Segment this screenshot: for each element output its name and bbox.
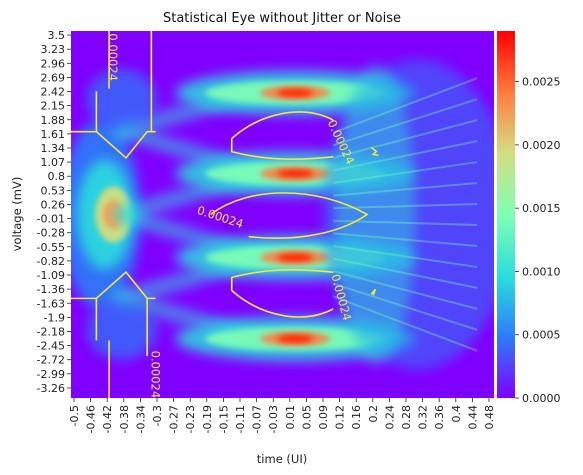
y-tick-label: -2.72	[37, 354, 65, 367]
chart-title: Statistical Eye without Jitter or Noise	[163, 11, 401, 26]
contour-center-eye	[210, 192, 369, 239]
x-tick-label: -0.3	[151, 405, 164, 426]
density-fan-line	[333, 161, 478, 185]
density-region	[277, 253, 314, 262]
density-fan-line	[333, 219, 478, 226]
colorbar-tick-label: 0.0015	[522, 202, 561, 215]
y-axis: 3.53.232.962.692.422.151.881.611.341.070…	[37, 29, 71, 395]
x-tick-label: -0.5	[68, 405, 81, 426]
y-tick-label: 0.8	[48, 170, 66, 183]
y-tick-label: 2.42	[41, 86, 66, 99]
x-tick-label: -0.15	[217, 405, 230, 433]
contour-small-islands	[370, 146, 379, 296]
colorbar-gradient	[497, 31, 515, 398]
y-tick-label: -0.82	[37, 255, 65, 268]
density-fan-line	[333, 257, 478, 289]
density-region	[86, 69, 157, 130]
y-tick-label: -2.99	[37, 368, 65, 381]
x-tick-label: 0.16	[350, 405, 363, 430]
y-tick-label: -1.63	[37, 297, 65, 310]
x-axis: -0.5 -0.46 -0.42 -0.38 -0.34 -0.3 -0.27 -0.23 -0…	[68, 398, 496, 433]
x-tick-label: 0.2	[367, 405, 380, 423]
x-tick-label: -0.07	[251, 405, 264, 433]
colorbar-tick-label: 0.0020	[522, 139, 561, 152]
y-tick-label: -3.26	[37, 382, 65, 395]
x-tick-label: 0.05	[300, 405, 313, 430]
colorbar-ticks: 0.0000 0.0005 0.0010 0.0015 0.0020 0.0025	[515, 76, 561, 405]
y-tick-label: 1.88	[41, 114, 66, 127]
y-tick-label: -1.36	[37, 283, 65, 296]
y-tick-label: 2.69	[41, 71, 66, 84]
contour-upper-left	[71, 31, 156, 160]
y-tick-label: -2.18	[37, 325, 65, 338]
x-tick-label: -0.27	[168, 405, 181, 433]
y-tick-label: 3.5	[48, 29, 66, 42]
density-fan-line	[333, 270, 478, 310]
density-fan-line	[333, 244, 478, 268]
x-tick-label: 0.44	[466, 405, 479, 430]
density-region	[335, 64, 416, 365]
y-tick-label: 2.96	[41, 57, 66, 70]
density-fan-line	[333, 203, 478, 210]
density-fan-line	[332, 98, 478, 147]
density-fan-line	[332, 295, 478, 352]
x-tick-label: -0.11	[234, 405, 247, 433]
x-tick-label: -0.19	[201, 405, 214, 433]
colorbar-tick-label: 0.0000	[522, 392, 561, 405]
density-fan-line	[333, 119, 478, 159]
contour-label: 0.00024	[106, 33, 120, 81]
density-region	[277, 169, 314, 178]
x-tick-label: -0.03	[267, 405, 280, 433]
x-tick-label: 0.01	[284, 405, 297, 430]
x-tick-label: 0.48	[483, 405, 496, 430]
colorbar: 0.0000 0.0005 0.0010 0.0015 0.0020 0.0025	[497, 31, 561, 405]
density-region	[277, 88, 314, 97]
x-tick-label: -0.38	[118, 405, 131, 433]
x-tick-label: -0.23	[184, 405, 197, 433]
y-tick-label: 2.15	[41, 100, 66, 113]
y-tick-label: -0.55	[37, 241, 65, 254]
density-fan-line	[332, 282, 478, 331]
contour-lower-left	[71, 271, 156, 398]
y-tick-label: 1.34	[41, 142, 66, 155]
x-tick-label: -0.34	[134, 405, 147, 433]
density-region	[86, 299, 157, 360]
x-tick-label: -0.46	[85, 405, 98, 433]
x-tick-label: 0.32	[417, 405, 430, 430]
density-fan-line	[333, 232, 478, 247]
x-tick-label: -0.42	[101, 405, 114, 433]
colorbar-tick-label: 0.0025	[522, 76, 561, 89]
x-tick-label: 0.28	[400, 405, 413, 430]
density-fan-line	[333, 182, 478, 197]
x-tick-label: 0.12	[334, 405, 347, 430]
contour-lower-eye	[230, 269, 334, 318]
colorbar-tick-label: 0.0005	[522, 329, 561, 342]
y-tick-label: -1.09	[37, 269, 65, 282]
x-tick-label: 0.4	[450, 405, 463, 423]
contour-label: 0.00024	[148, 351, 162, 399]
y-tick-label: -0.28	[37, 227, 65, 240]
density-fan-line	[333, 140, 478, 172]
y-tick-label: 3.23	[41, 43, 66, 56]
y-tick-label: 0.53	[41, 184, 66, 197]
y-tick-label: -2.45	[37, 340, 65, 353]
y-tick-label: 0.26	[41, 198, 66, 211]
heatmap-density	[71, 59, 494, 370]
density-fan-line	[332, 77, 478, 134]
y-tick-label: -1.9	[44, 311, 65, 324]
x-tick-label: 0.24	[383, 405, 396, 430]
x-tick-label: 0.09	[317, 405, 330, 430]
density-region	[277, 334, 314, 343]
y-tick-label: -0.01	[37, 213, 65, 226]
contour-upper-eye	[230, 111, 334, 160]
x-tick-label: 0.36	[433, 405, 446, 430]
y-tick-label: 1.61	[41, 128, 66, 141]
y-axis-label: voltage (mV)	[10, 177, 24, 252]
x-axis-label: time (UI)	[257, 452, 307, 466]
colorbar-tick-label: 0.0010	[522, 265, 561, 278]
y-tick-label: 1.07	[41, 156, 66, 169]
